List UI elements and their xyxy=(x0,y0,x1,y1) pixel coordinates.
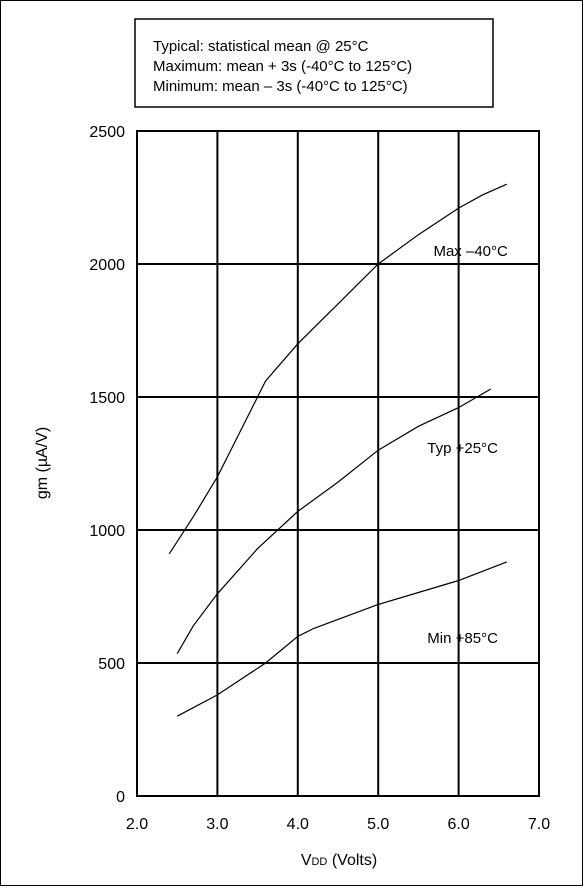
series-label-2: Min +85°C xyxy=(427,630,498,647)
legend-box xyxy=(134,18,494,108)
x-axis-label-units: (Volts) xyxy=(327,852,377,869)
tick-labels: 2.0 3.0 4.0 5.0 6.0 7.0 0 500 1000 1500 2000 2500 xyxy=(89,124,550,833)
y-tick-label: 1000 xyxy=(89,523,125,540)
x-tick-label: 6.0 xyxy=(447,816,469,833)
series-line-0 xyxy=(168,183,508,555)
y-tick-label: 2000 xyxy=(89,257,125,274)
series-line-2 xyxy=(176,561,508,717)
x-axis-label-main: V xyxy=(301,852,312,869)
x-tick-label: 4.0 xyxy=(287,816,309,833)
y-tick-label: 1500 xyxy=(89,390,125,407)
series-labels: Max –40°C Typ +25°C Min +85°C xyxy=(427,243,508,647)
series-label-0: Max –40°C xyxy=(433,243,508,260)
series-label-1: Typ +25°C xyxy=(427,440,498,457)
legend: Typical: statistical mean @ 25°C Maximum… xyxy=(134,18,494,108)
x-tick-label: 2.0 xyxy=(126,816,148,833)
plot-area-border xyxy=(136,130,540,797)
legend-line-maximum: Maximum: mean + 3s (-40°C to 125°C) xyxy=(153,58,412,75)
y-tick-label: 0 xyxy=(116,789,125,806)
y-tick-label: 500 xyxy=(98,656,125,673)
x-axis-label-subscript: DD xyxy=(311,856,327,868)
legend-line-minimum: Minimum: mean – 3s (-40°C to 125°C) xyxy=(153,78,408,95)
y-tick-label: 2500 xyxy=(89,124,125,141)
x-tick-label: 5.0 xyxy=(367,816,389,833)
series-lines xyxy=(168,183,508,717)
y-axis-label: gm (µA/V) xyxy=(34,427,51,499)
x-tick-label: 7.0 xyxy=(528,816,550,833)
grid xyxy=(137,131,539,796)
legend-line-typical: Typical: statistical mean @ 25°C xyxy=(153,38,369,55)
series-line-1 xyxy=(176,388,492,654)
x-axis-label: VDD (Volts) xyxy=(301,852,377,869)
x-tick-label: 3.0 xyxy=(206,816,228,833)
